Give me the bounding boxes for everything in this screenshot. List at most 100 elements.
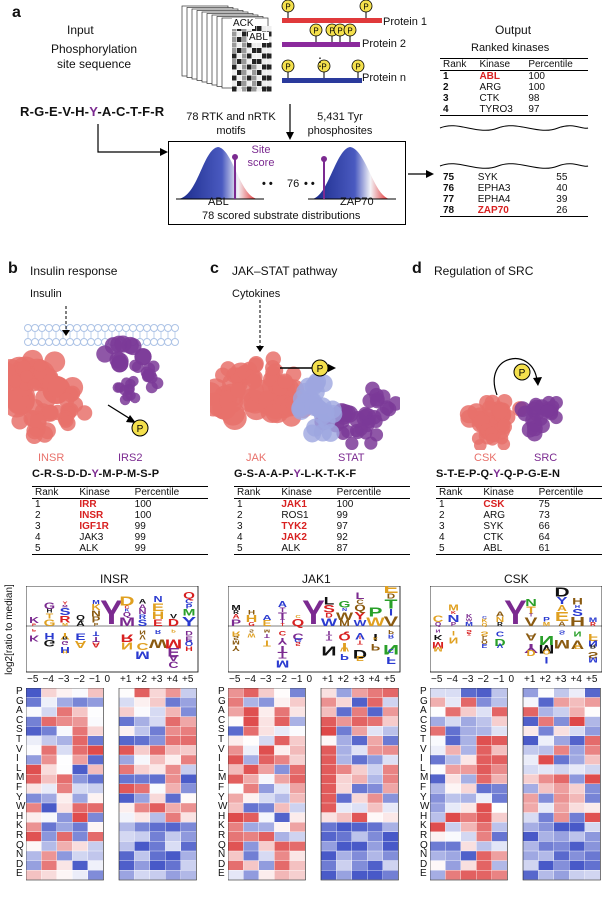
- substrate-sequence-sep: -: [266, 468, 271, 480]
- logo-y-axis-label: log2[ratio to median]: [3, 584, 15, 675]
- input-sequence-residue: V: [62, 104, 71, 119]
- svg-text:N: N: [153, 596, 162, 604]
- svg-text:M: M: [465, 621, 473, 628]
- svg-text:A: A: [75, 639, 87, 650]
- svg-text:P: P: [137, 424, 144, 435]
- kinase-rank-row: 1 CSK 75: [436, 499, 602, 511]
- svg-text:T: T: [264, 633, 270, 640]
- svg-text:E: E: [356, 654, 364, 662]
- svg-text:E: E: [574, 643, 580, 650]
- svg-text:Q: Q: [292, 617, 305, 628]
- svg-text:Q: Q: [338, 631, 350, 642]
- heatmap-row-label: C: [16, 714, 24, 726]
- svg-text:W: W: [248, 632, 256, 637]
- substrate-sequence-sep: -: [512, 468, 517, 480]
- substrate-sequence: S-T-E-P-Q-Y-Q-P-G-E-N: [436, 468, 560, 480]
- svg-text:A: A: [558, 620, 565, 627]
- kinase-rank-header: Rank: [234, 486, 279, 499]
- svg-text:H: H: [185, 645, 193, 652]
- kinase-rank-cell: 2: [439, 510, 445, 521]
- ranked-bottom-row: 77 EPHA4 39: [440, 194, 588, 205]
- heatmap-row-label: G: [16, 695, 24, 707]
- svg-text:A: A: [557, 604, 567, 613]
- svg-text:R: R: [155, 629, 161, 634]
- svg-text:T: T: [278, 650, 286, 659]
- motifs-caption: 78 RTK and nRTK motifs: [186, 111, 276, 137]
- protein-structure-illustration: P: [210, 300, 400, 450]
- kinase-rank-cell: ALK: [76, 543, 132, 555]
- heatmap-row-label: C: [218, 714, 226, 726]
- position-tick: +5: [384, 674, 396, 685]
- substrate-sequence-residue: P: [115, 468, 124, 480]
- svg-text:N: N: [573, 630, 581, 637]
- svg-text:E: E: [167, 645, 179, 658]
- input-sequence-sep: -: [111, 104, 116, 119]
- substrate-sequence-residue: K: [315, 468, 324, 480]
- position-tick: 0: [306, 674, 313, 685]
- substrate-sequence-sep: -: [63, 468, 68, 480]
- sequence-logo: QCNKMMPNKMINMWKSTQKCSLQERNACDVYVTTNAYDMP…: [430, 586, 602, 673]
- panel-letter-b: b: [8, 260, 18, 277]
- substrate-sequence-sep: -: [52, 468, 57, 480]
- kinase-rank-cell: 3: [237, 521, 243, 532]
- svg-text:P: P: [543, 616, 550, 623]
- kinase-rank-header: Rank: [436, 486, 481, 499]
- svg-text:C: C: [388, 648, 394, 653]
- svg-text:R: R: [497, 622, 503, 627]
- position-tick: −2: [275, 674, 287, 685]
- input-sequence-sep: -: [97, 104, 102, 119]
- position-tick: −2: [477, 674, 489, 685]
- position-heatmap: [430, 688, 601, 881]
- svg-text:Y: Y: [354, 610, 366, 622]
- substrate-sequence-sep: -: [465, 468, 470, 480]
- svg-text:K: K: [29, 616, 40, 625]
- svg-text:E: E: [555, 609, 569, 624]
- svg-text:K: K: [434, 633, 444, 641]
- substrate-sequence-sep: -: [500, 468, 504, 480]
- input-sequence: R-G-E-V-H-Y-A-C-T-F-R: [20, 104, 164, 119]
- ranked-top-cell: 100: [528, 82, 545, 93]
- substrate-sequence-sep: -: [40, 468, 45, 480]
- svg-text:A: A: [496, 610, 504, 618]
- heatmap-row-label: H: [16, 810, 24, 822]
- svg-text:H: H: [246, 613, 258, 624]
- input-label: Input: [67, 23, 94, 37]
- substrate-sequence-sep: -: [136, 468, 141, 480]
- svg-text:I: I: [545, 655, 549, 665]
- svg-text:E: E: [482, 643, 488, 650]
- svg-text:S: S: [233, 634, 239, 641]
- svg-text:Y: Y: [504, 594, 527, 632]
- svg-text:N: N: [321, 643, 336, 658]
- svg-text:H: H: [575, 604, 581, 609]
- kinase-rank-row: 5 ALK 87: [234, 543, 410, 555]
- svg-text:K: K: [91, 603, 101, 612]
- svg-text:N: N: [496, 616, 504, 624]
- svg-text:E: E: [153, 618, 163, 628]
- svg-text:H: H: [572, 596, 583, 606]
- svg-text:C: C: [433, 614, 444, 624]
- svg-text:A: A: [139, 603, 147, 610]
- heatmap-row-label: D: [218, 858, 226, 870]
- heatmap-row-label: Q: [16, 839, 24, 851]
- kinase-rank-table: Rank Kinase Percentile 1 CSK 75 2 ARG 73 3 SYK 66 4 C…: [436, 486, 602, 555]
- svg-text:M: M: [433, 646, 442, 653]
- heatmap-row-label: D: [420, 858, 428, 870]
- kinase-rank-cell: 4: [237, 532, 243, 543]
- svg-text:R: R: [139, 613, 147, 620]
- heatmap-row-label: I: [420, 753, 423, 765]
- kinase-rank-cell: 5: [32, 543, 77, 555]
- svg-text:G: G: [44, 601, 55, 611]
- heatmap-row-label: I: [218, 753, 221, 765]
- protein-structure-illustration: P: [459, 358, 563, 450]
- substrate-sequence-sep: -: [443, 468, 448, 480]
- svg-text:H: H: [44, 631, 54, 641]
- svg-text:G: G: [44, 638, 56, 648]
- site-label: Phosphorylation site sequence: [50, 42, 138, 71]
- svg-text:N: N: [138, 608, 146, 615]
- ranked-bottom-cell: 75: [443, 172, 455, 183]
- position-tick: +4: [570, 674, 582, 685]
- svg-text:Y: Y: [62, 601, 68, 606]
- kinase-rank-cell: 99: [336, 510, 348, 521]
- left-protein-label: INSR: [38, 452, 65, 464]
- heatmap-row-label: R: [16, 830, 24, 841]
